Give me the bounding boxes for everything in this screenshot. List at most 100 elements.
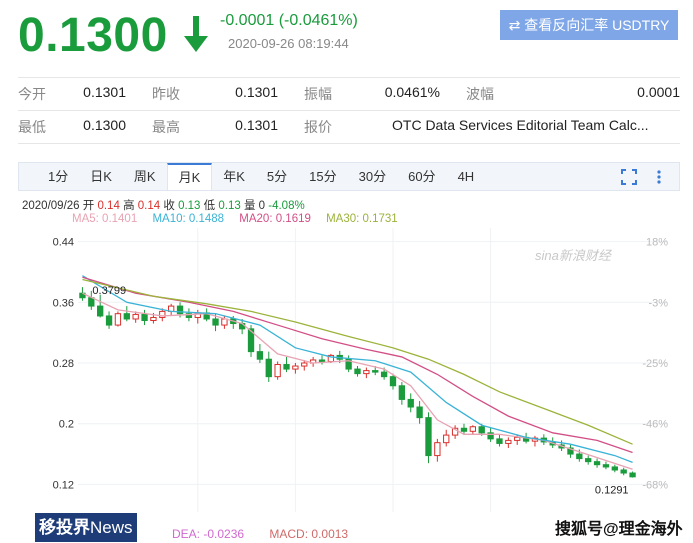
quote-cell-high: 最高 0.1301 [132, 117, 284, 137]
candle-body [176, 305, 184, 315]
bar-info: 2020/09/26 开 0.14 高 0.14 收 0.13 低 0.13 量… [22, 197, 305, 213]
tab-monthly[interactable]: 月K [166, 163, 213, 190]
quote-label: 最低 [18, 119, 46, 135]
candle-body [212, 318, 219, 326]
candle-body [132, 313, 139, 320]
reverse-rate-button[interactable]: ⇄ 查看反向汇率 USDTRY [500, 10, 678, 40]
candle-body [292, 365, 299, 370]
candle-body [398, 385, 406, 400]
quote-cell-range: 波幅 0.0001 [446, 84, 680, 104]
quote-label: 今开 [18, 86, 46, 102]
bar-change: -4.08% [268, 200, 305, 212]
volume-label: 量 [243, 200, 256, 212]
y-tick-percent-label: -46% [642, 419, 668, 431]
tab-yearly[interactable]: 年K [223, 169, 245, 184]
ma5-line [82, 292, 633, 470]
candle-body [487, 432, 494, 440]
y-tick-percent-label: -25% [642, 358, 668, 370]
quote-value: 0.1300 [83, 117, 126, 133]
tab-15min[interactable]: 15分 [309, 169, 337, 184]
macd-indicator: DEA: -0.0236 MACD: 0.0013 [172, 527, 348, 541]
candle-body [274, 364, 281, 378]
quote-label: 最高 [152, 119, 180, 135]
candle-body [363, 370, 370, 375]
low-label: 低 [203, 200, 216, 212]
quote-cell-low: 最低 0.1300 [18, 117, 132, 137]
candle-body [425, 417, 432, 457]
candle-body [301, 362, 308, 367]
candle-body [256, 351, 264, 360]
quote-value: 0.1301 [235, 117, 278, 133]
candle-body [159, 310, 166, 318]
ma20-line [82, 276, 633, 454]
period-tabs: 1分 日K 周K 月K 年K 5分 15分 30分 60分 4H [18, 162, 680, 191]
candle-body [88, 297, 95, 307]
candle-body [114, 313, 122, 326]
candle-body [505, 439, 512, 444]
candle-body [185, 313, 193, 318]
quote-value: 0.1301 [83, 84, 126, 100]
last-price-label: 0.1291 [595, 485, 629, 497]
candle-body [443, 434, 450, 444]
open-label: 开 [82, 200, 95, 212]
source-watermark: 搜狐号@理金海外 [555, 521, 683, 538]
quote-value: 0.0461% [384, 84, 440, 100]
candle-body [460, 427, 468, 432]
tab-1min[interactable]: 1分 [48, 169, 69, 184]
fullscreen-icon[interactable] [621, 168, 637, 185]
candle-body [496, 438, 503, 444]
ma30-line [82, 278, 633, 445]
y-tick-label: 0.28 [53, 358, 74, 370]
close-label: 收 [163, 200, 175, 212]
quote-value: 0.0001 [637, 84, 680, 100]
candle-body [380, 371, 388, 378]
high-value: 0.14 [137, 200, 161, 212]
candle-body [434, 442, 441, 457]
quote-value: 0.1301 [235, 84, 278, 100]
candle-body [105, 315, 113, 326]
tab-30min[interactable]: 30分 [358, 169, 387, 184]
candle-body [97, 305, 104, 317]
bar-date: 2020/09/26 [22, 200, 80, 212]
candle-body [389, 376, 397, 387]
logo-news: News [90, 518, 133, 537]
candle-body [620, 469, 627, 474]
quote-value: OTC Data Services Editorial Team Calc... [392, 117, 649, 133]
quote-row: 最低 0.1300 最高 0.1301 报价 OTC Data Services… [18, 111, 680, 144]
candle-body [514, 436, 521, 441]
open-value: 0.14 [97, 200, 120, 212]
quote-cell-amplitude: 振幅 0.0461% [284, 84, 446, 104]
candle-body [221, 318, 228, 326]
high-label: 高 [123, 200, 135, 212]
quote-cell-open: 今开 0.1301 [18, 84, 132, 104]
more-vertical-icon[interactable] [651, 169, 667, 185]
candle-body [416, 406, 423, 419]
candle-body [345, 358, 352, 370]
max-price-label: 0.3799 [92, 285, 126, 297]
tab-4h[interactable]: 4H [457, 169, 475, 184]
chart-tools [621, 163, 679, 190]
y-tick-percent-label: -3% [648, 297, 668, 309]
tab-5min[interactable]: 5分 [266, 169, 288, 184]
quote-label: 昨收 [152, 86, 180, 102]
tab-daily[interactable]: 日K [90, 169, 112, 184]
logo: 移投界News [35, 513, 137, 542]
candle-body [407, 398, 414, 408]
quote-table: 今开 0.1301 昨收 0.1301 振幅 0.0461% 波幅 0.0001… [18, 77, 680, 144]
candle-body [629, 472, 636, 478]
candle-body [585, 458, 592, 463]
y-tick-label: 0.44 [53, 237, 74, 249]
candle-body [247, 328, 255, 353]
tab-weekly[interactable]: 周K [133, 169, 156, 184]
logo-text: 移投界 [39, 518, 90, 537]
quote-cell-source: 报价 OTC Data Services Editorial Team Calc… [284, 117, 680, 137]
candle-body [354, 368, 361, 375]
candle-body [372, 370, 379, 373]
ma10-line [82, 275, 633, 464]
candlestick-chart[interactable]: 0.4418%0.36-3%0.28-25%0.2-46%0.12-68%201… [0, 222, 693, 513]
candle-body [602, 464, 610, 468]
y-tick-percent-label: -68% [642, 479, 668, 491]
tab-60min[interactable]: 60分 [408, 169, 436, 184]
y-tick-label: 0.2 [59, 419, 74, 431]
macd-value: MACD: 0.0013 [269, 527, 349, 541]
